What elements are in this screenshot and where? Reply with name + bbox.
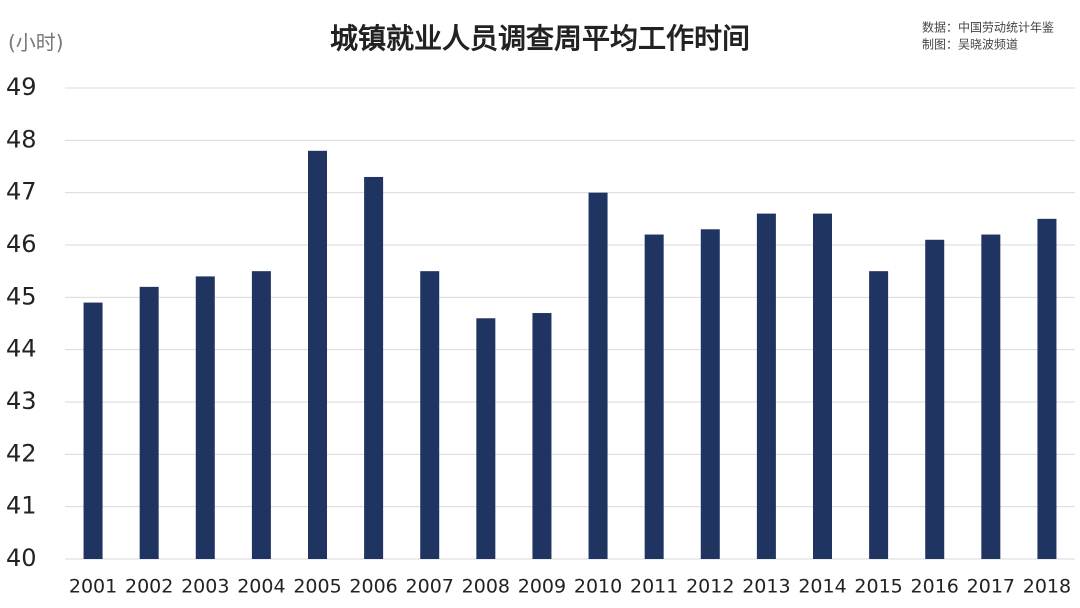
x-tick-label: 2002 [125,576,173,598]
chart-title: 城镇就业人员调查周平均工作时间 [330,22,750,55]
x-tick-label: 2003 [181,576,229,598]
source-note: 数据：中国劳动统计年鉴 [922,20,1054,35]
y-tick-label: 41 [6,492,37,520]
x-tick-label: 2007 [406,576,454,598]
y-tick-label: 46 [6,230,37,258]
x-tick-label: 2012 [686,576,734,598]
x-tick-label: 2014 [798,576,846,598]
source-note: 制图：吴晓波频道 [922,38,1018,52]
x-tick-label: 2009 [518,576,566,598]
x-tick-label: 2013 [742,576,790,598]
bar [532,313,552,559]
bar [813,213,832,559]
y-tick-label: 43 [6,387,37,415]
x-tick-label: 2004 [237,576,285,598]
bar [588,192,608,559]
x-tick-label: 2011 [630,576,678,598]
bar [476,318,496,559]
bar [1037,218,1057,560]
y-axis-label: (小时) [8,31,64,55]
bar [756,213,776,559]
bar [139,286,159,559]
bar [364,176,384,559]
bar [925,239,945,559]
x-tick-label: 2001 [69,576,117,598]
bar [869,271,889,559]
x-tick-label: 2018 [1023,576,1071,598]
y-tick-label: 40 [6,544,37,572]
bar [195,276,215,559]
y-tick-label: 45 [6,282,37,310]
bar [981,234,1001,560]
y-tick-label: 44 [6,335,37,363]
bar [308,150,327,560]
bar [700,229,720,560]
x-tick-label: 2006 [349,576,397,598]
bar [420,271,440,559]
y-tick-label: 42 [6,439,37,467]
x-tick-label: 2010 [574,576,622,598]
bar [644,234,664,560]
x-tick-label: 2017 [967,576,1015,598]
x-tick-label: 2005 [293,576,341,598]
bar [83,302,103,559]
x-tick-label: 2016 [911,576,959,598]
y-tick-label: 47 [6,178,37,206]
y-tick-label: 49 [6,73,37,101]
x-tick-label: 2008 [462,576,510,598]
bar [251,271,271,559]
y-tick-label: 48 [6,125,37,153]
x-tick-label: 2015 [854,576,902,598]
